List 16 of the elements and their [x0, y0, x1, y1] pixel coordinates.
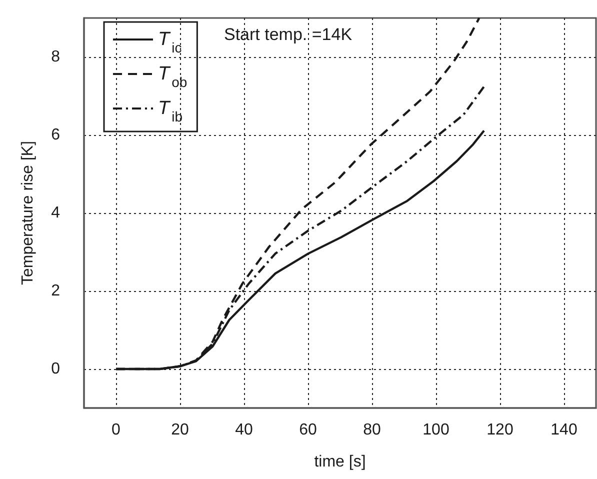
- x-tick-label: 60: [299, 422, 317, 438]
- x-tick-label: 0: [112, 422, 121, 438]
- x-tick-label: 20: [171, 422, 189, 438]
- annotation: Start temp. =14K: [224, 25, 353, 44]
- y-axis-title: Temperature rise [K]: [20, 140, 36, 286]
- y-tick-label: 0: [51, 360, 60, 378]
- y-tick-label: 8: [51, 48, 60, 66]
- x-tick-label: 140: [550, 422, 578, 438]
- x-tick-label: 120: [486, 422, 514, 438]
- x-axis-title: time [s]: [314, 454, 366, 470]
- y-tick-label: 4: [51, 204, 60, 222]
- x-tick-label: 80: [363, 422, 381, 438]
- x-tick-label: 40: [235, 422, 253, 438]
- y-tick-label: 6: [51, 126, 60, 144]
- x-tick-label: 100: [422, 422, 450, 438]
- y-tick-label: 2: [51, 282, 60, 300]
